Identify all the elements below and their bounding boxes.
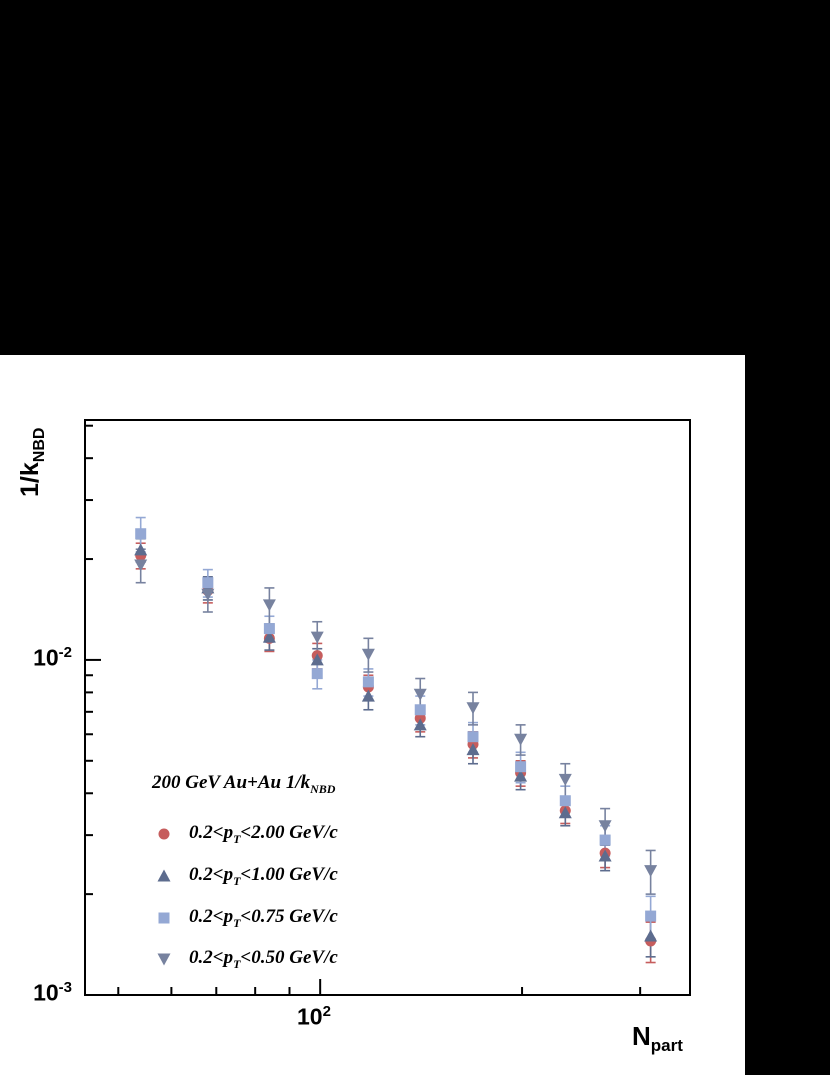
y-tick-base: 10 [33,979,59,1006]
legend-entry-label: 0.2<pT<1.00 GeV/c [189,864,338,889]
data-marker [559,795,571,807]
data-marker [134,559,148,572]
legend-entry: 0.2<pT<0.50 GeV/c [154,947,338,972]
legend-title-sub: NBD [310,781,336,796]
data-marker [515,761,527,773]
data-marker [157,869,171,882]
legend-text-sub: T [233,956,241,971]
plot-frame [84,419,691,996]
legend-text: 0.2<p [189,906,234,927]
data-marker [413,688,427,701]
data-marker [558,806,572,819]
data-marker [514,769,528,782]
data-marker [467,731,479,743]
y-tick-base: 10 [33,644,59,671]
y-axis-label: 1/kNBD [16,428,49,497]
data-marker [158,828,170,840]
legend-text-sub: T [233,915,241,930]
legend-title-text: 200 GeV Au+Au 1/k [152,772,311,793]
data-marker [135,528,147,540]
data-marker [134,543,148,556]
x-axis-label-text: N [632,1021,651,1051]
legend-entry: 0.2<pT<0.75 GeV/c [154,906,338,931]
y-axis-label-text: 1/k [16,462,44,497]
data-marker [645,910,657,922]
x-tick-base: 10 [297,1003,323,1030]
legend-entry-label: 0.2<pT<0.75 GeV/c [189,906,338,931]
triangle-up-marker-icon [157,869,171,882]
x-axis-label: Npart [632,1021,683,1056]
data-marker [361,689,375,702]
data-marker [158,912,170,924]
data-marker [414,712,426,724]
triangle-down-marker-icon [157,953,171,966]
data-marker [514,733,528,746]
data-marker [201,588,215,601]
x-tick-exp: 2 [322,1003,331,1020]
legend-text: 0.2<p [189,864,234,885]
legend-text: <2.00 GeV/c [240,822,338,843]
data-marker [262,630,276,643]
legend-entry: 0.2<pT<2.00 GeV/c [154,822,338,847]
data-marker [598,820,612,833]
y-tick-exp: -3 [58,979,72,996]
data-marker [361,648,375,661]
y-axis-label-sub: NBD [31,427,48,463]
data-marker [644,929,658,942]
plot-region: 1/kNBD 10-2 10-3 102 Npart 200 GeV Au+Au… [0,355,745,1075]
legend-text: 0.2<p [189,947,234,968]
legend-entry-label: 0.2<pT<2.00 GeV/c [189,822,338,847]
legend-text: <0.75 GeV/c [240,906,338,927]
x-axis-label-sub: part [650,1036,683,1056]
legend-text-sub: T [233,831,241,846]
legend-text: 0.2<p [189,822,234,843]
data-marker [644,865,658,878]
legend-title: 200 GeV Au+Au 1/kNBD [152,772,335,797]
data-marker [311,668,323,680]
circle-marker-icon [158,828,170,840]
data-marker [558,773,572,786]
legend: 200 GeV Au+Au 1/kNBD 0.2<pT<2.00 GeV/c 0… [140,760,480,990]
data-marker [263,623,275,635]
y-tick-label-1e-3: 10-3 [20,979,72,1007]
legend-text: <1.00 GeV/c [240,864,338,885]
data-marker [310,653,324,666]
data-marker [598,849,612,862]
legend-text-sub: T [233,873,241,888]
data-marker [466,743,480,756]
data-marker [466,702,480,715]
data-marker [157,953,171,966]
data-marker [262,599,276,612]
plot-svg [84,419,691,996]
data-marker [362,676,374,688]
legend-text: <0.50 GeV/c [240,947,338,968]
data-marker [202,577,214,589]
legend-entry: 0.2<pT<1.00 GeV/c [154,864,338,889]
data-marker [413,718,427,731]
y-tick-exp: -2 [58,644,72,661]
data-marker [414,704,426,716]
data-marker [310,631,324,644]
x-tick-label-100: 102 [297,1003,331,1031]
y-tick-label-1e-2: 10-2 [20,644,72,672]
square-marker-icon [158,912,170,924]
legend-entry-label: 0.2<pT<0.50 GeV/c [189,947,338,972]
data-marker [599,834,611,846]
